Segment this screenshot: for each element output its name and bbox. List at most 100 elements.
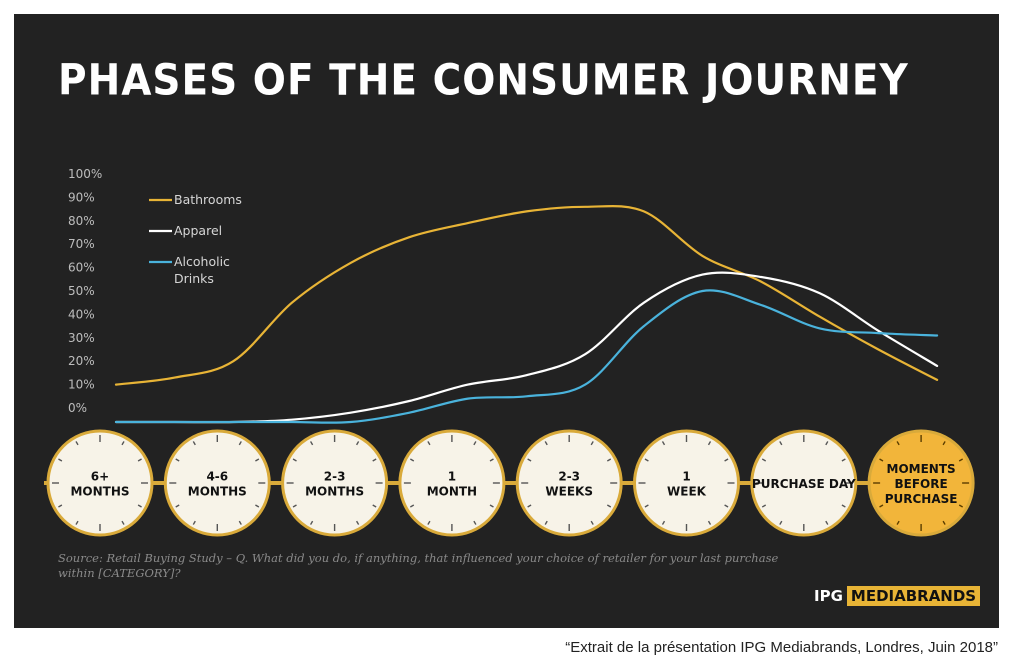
clock-tick — [489, 504, 494, 508]
clock-tick — [309, 441, 314, 446]
clock-tick — [841, 458, 846, 462]
clock-tick — [958, 458, 964, 462]
clock-tick — [606, 504, 612, 508]
y-tick-label: 80% — [68, 214, 95, 228]
clock-tick — [489, 458, 494, 462]
clock-tick — [958, 504, 964, 508]
phase-clock — [750, 429, 858, 537]
phase-label: MONTH — [427, 485, 477, 499]
clock-tick — [255, 458, 260, 462]
clock-tick — [544, 441, 548, 446]
phase-label: 2-3 — [324, 470, 346, 484]
clock-tick — [58, 458, 63, 462]
clock-tick — [427, 520, 431, 525]
y-tick-label: 50% — [68, 284, 95, 298]
y-tick-label: 40% — [68, 307, 95, 321]
clock-tick — [409, 504, 415, 508]
clock-tick — [942, 441, 946, 446]
phase-label: 2-3 — [558, 470, 580, 484]
phase-label: PURCHASE DAY — [752, 477, 856, 491]
clock-tick — [309, 520, 314, 525]
clock-tick — [255, 504, 260, 508]
clock-tick — [825, 520, 829, 525]
phase-label: MOMENTS — [887, 462, 956, 476]
phase-label: 1 — [682, 470, 690, 484]
chart-title: PHASES OF THE CONSUMER JOURNEY — [58, 56, 909, 106]
clock-tick — [724, 458, 729, 462]
source-note: Source: Retail Buying Study – Q. What di… — [58, 551, 779, 580]
clock-tick — [473, 520, 477, 525]
clock-tick — [527, 458, 532, 462]
clock-tick — [661, 520, 666, 525]
phase-label: BEFORE — [895, 477, 948, 491]
y-tick-label: 90% — [68, 190, 95, 204]
clock-tick — [355, 520, 360, 525]
clock-tick — [121, 520, 125, 525]
clock-tick — [644, 504, 649, 508]
phase-clock — [867, 429, 975, 537]
brand-logo: IPG MEDIABRANDS — [814, 586, 981, 606]
phase-clock — [163, 429, 271, 537]
clock-tick — [896, 520, 900, 525]
clock-tick — [75, 441, 79, 446]
clock-tick — [409, 458, 415, 462]
image-caption: “Extrait de la présentation IPG Mediabra… — [565, 639, 998, 656]
legend-item-0: Bathrooms — [149, 192, 242, 207]
phase-label: MONTHS — [188, 485, 247, 499]
phase-clock — [46, 429, 154, 537]
phase-clock — [515, 429, 623, 537]
phase-label: 4-6 — [206, 470, 228, 484]
series-line-2 — [114, 289, 939, 424]
clock-tick — [192, 441, 196, 446]
clock-tick — [58, 504, 63, 508]
clock-tick — [192, 520, 196, 525]
series-line-1 — [114, 271, 939, 424]
clock-tick — [355, 441, 360, 446]
y-tick-label: 0% — [68, 401, 87, 415]
clock-tick — [238, 441, 242, 446]
phase-clock — [398, 429, 506, 537]
clock-tick — [292, 504, 297, 508]
timeline-phase-0: 6+MONTHS — [46, 429, 154, 537]
legend-label: Drinks — [174, 271, 214, 286]
clock-tick — [175, 504, 180, 508]
timeline: 6+MONTHS4-6MONTHS2-3MONTHS1MONTH2-3WEEKS… — [44, 429, 975, 537]
clock-tick — [942, 520, 946, 525]
phase-clock — [633, 429, 740, 537]
clock-tick — [606, 458, 612, 462]
phase-label: WEEK — [667, 485, 707, 499]
clock-tick — [372, 504, 377, 508]
clock-tick — [75, 520, 79, 525]
clock-tick — [590, 520, 594, 525]
clock-tick — [292, 458, 297, 462]
y-tick-label: 10% — [68, 378, 95, 392]
series-lines — [114, 204, 939, 424]
y-tick-label: 30% — [68, 331, 95, 345]
legend-label: Bathrooms — [174, 192, 242, 207]
phase-label: 6+ — [91, 470, 109, 484]
clock-tick — [121, 441, 125, 446]
clock-tick — [175, 458, 180, 462]
clock-tick — [825, 441, 829, 446]
timeline-phase-6: PURCHASE DAY — [750, 429, 858, 537]
clock-tick — [896, 441, 900, 446]
y-tick-label: 60% — [68, 261, 95, 275]
clock-tick — [137, 458, 142, 462]
clock-tick — [707, 520, 712, 525]
clock-tick — [761, 504, 767, 508]
clock-tick — [661, 441, 666, 446]
clock-tick — [879, 458, 884, 462]
legend-item-1: Apparel — [149, 223, 222, 238]
clock-tick — [879, 504, 884, 508]
legend-item-2: Alcoholic Drinks — [149, 254, 230, 286]
y-tick-label: 70% — [68, 237, 95, 251]
legend: Bathrooms Apparel Alcoholic Drinks — [149, 192, 242, 286]
y-tick-label: 20% — [68, 354, 95, 368]
clock-tick — [707, 441, 712, 446]
legend-label: Alcoholic — [174, 254, 230, 269]
clock-tick — [137, 504, 142, 508]
